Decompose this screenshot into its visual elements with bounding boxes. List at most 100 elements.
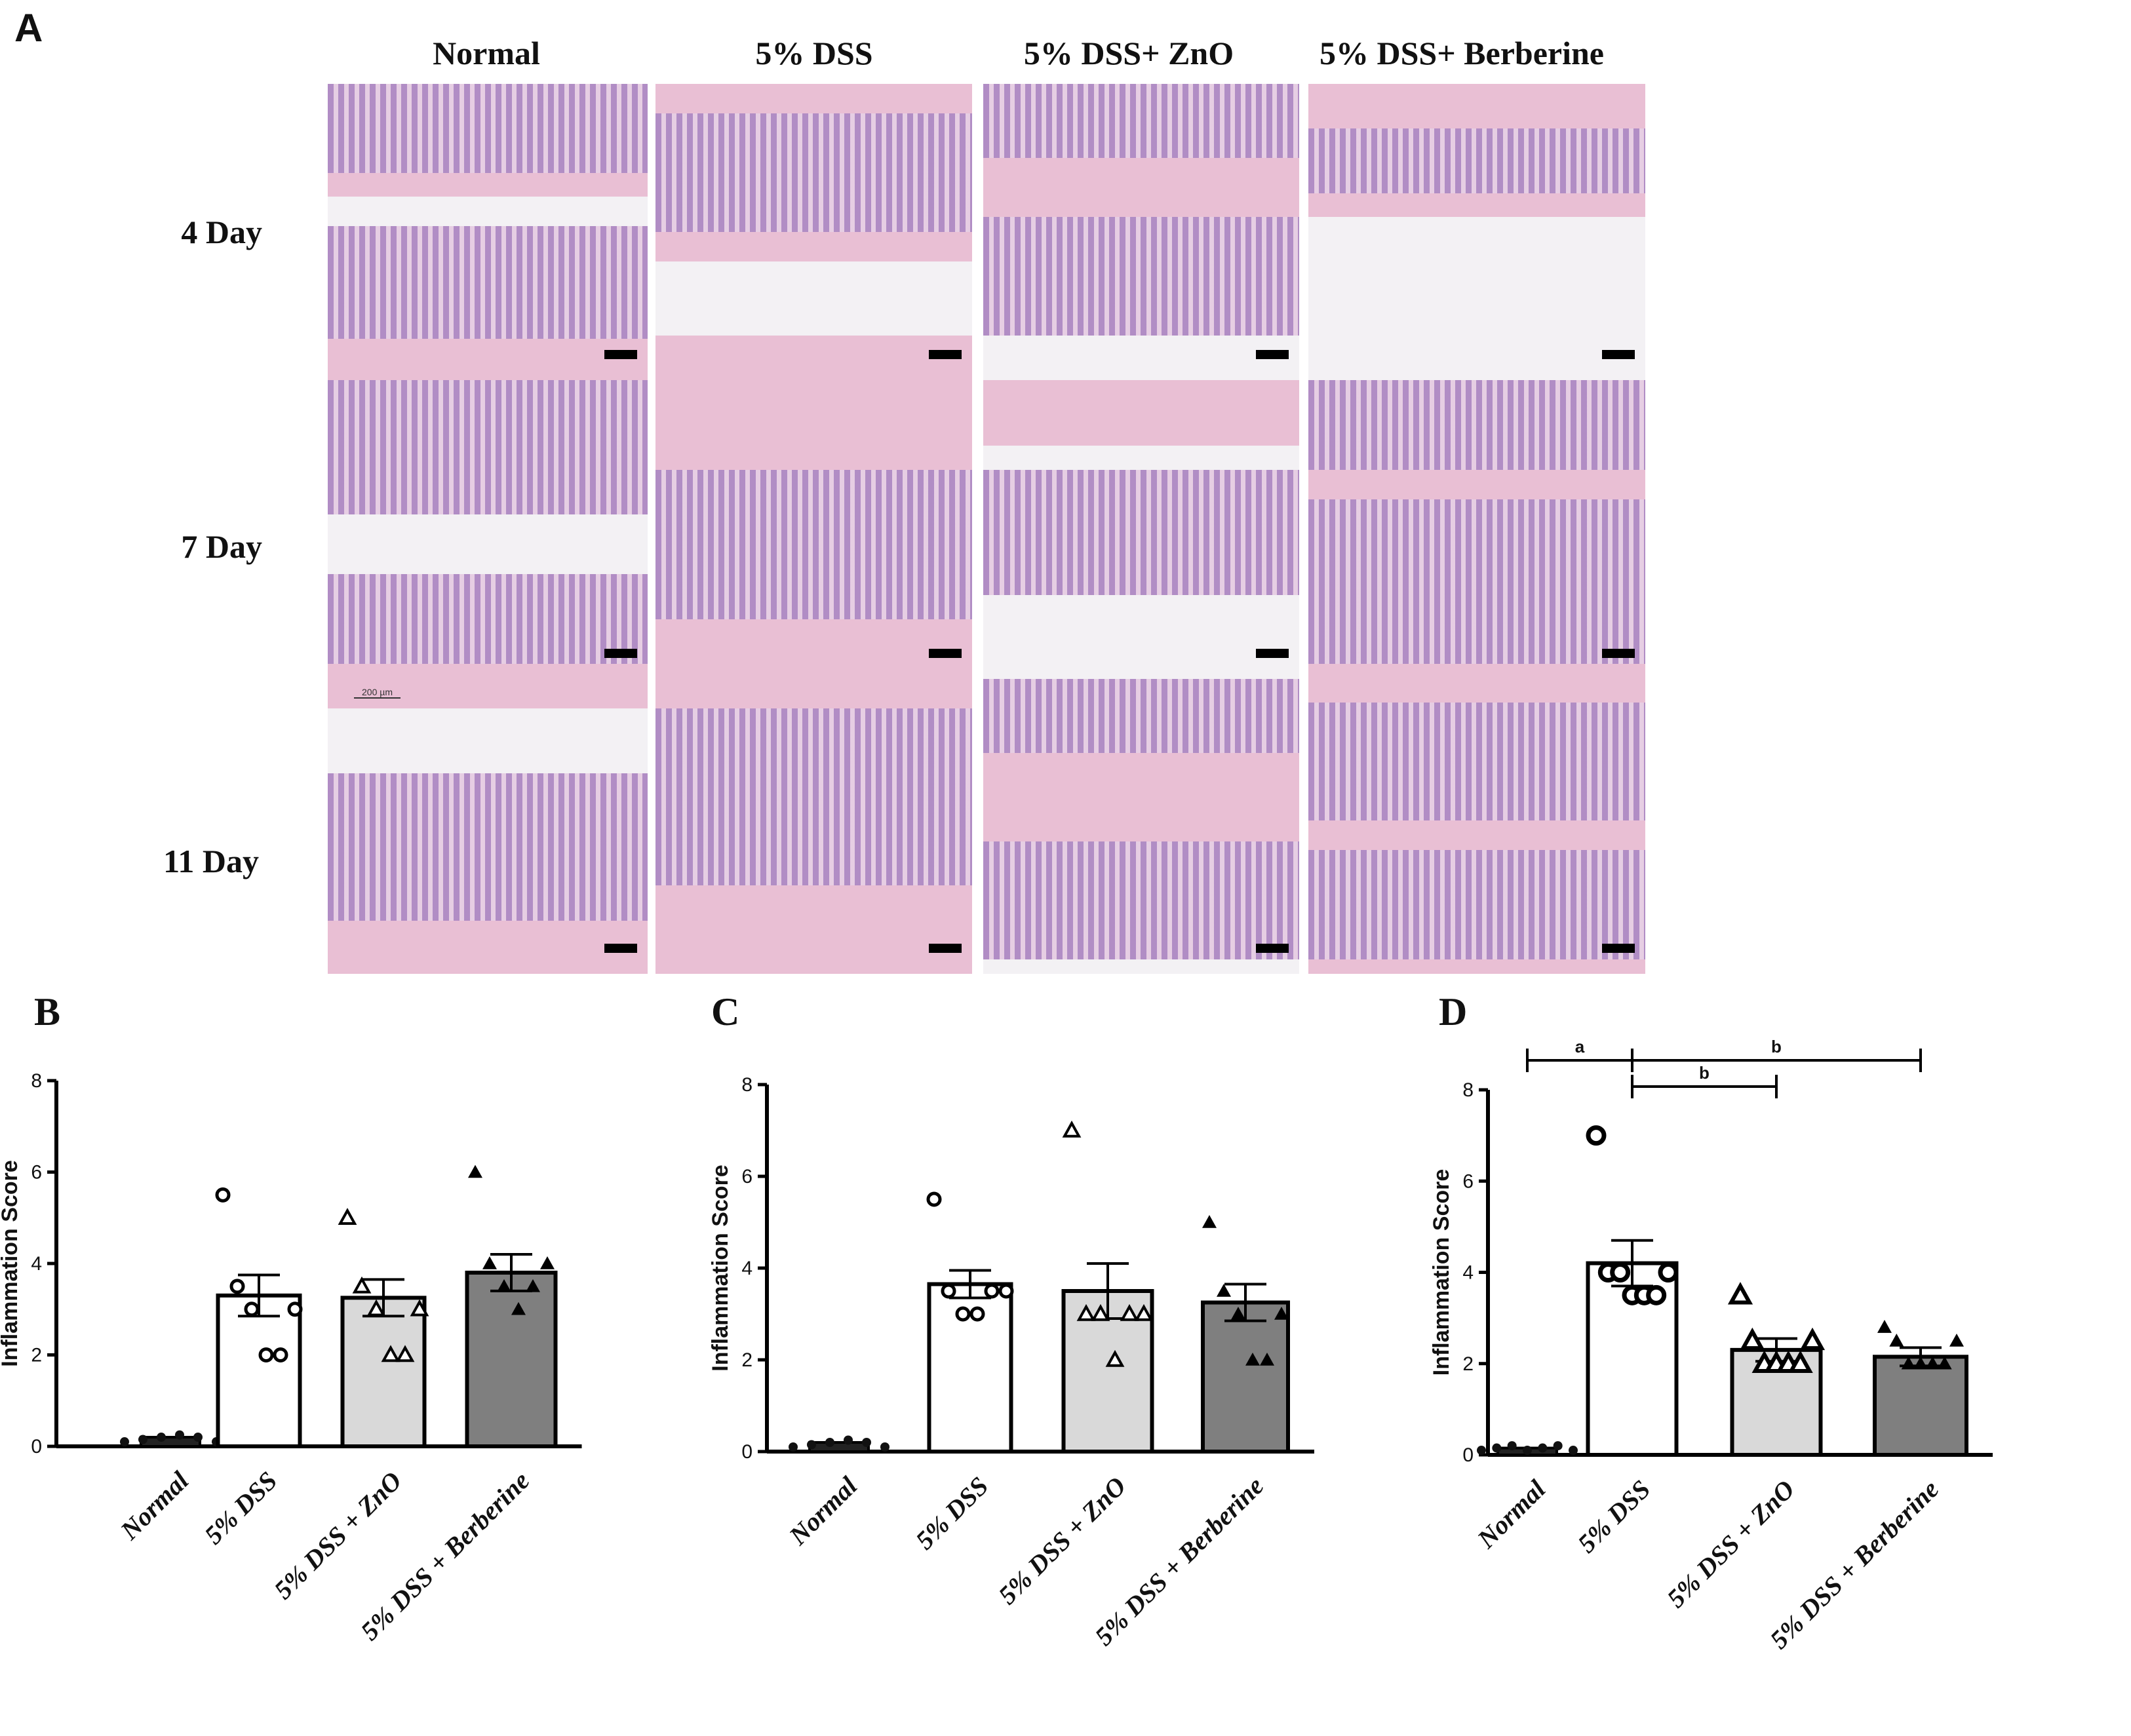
data-point	[1492, 1443, 1502, 1453]
data-point	[482, 1256, 497, 1269]
tissue-layer	[983, 380, 1299, 446]
scale-bar	[929, 350, 962, 359]
tissue-layer	[983, 336, 1299, 380]
tissue-layer	[983, 959, 1299, 974]
bar	[1201, 1300, 1290, 1454]
panel-c-label: C	[711, 990, 740, 1033]
x-tick-label: Normal	[1471, 1474, 1552, 1554]
data-point	[1740, 1327, 1765, 1351]
data-point	[969, 1306, 985, 1322]
tissue-layer	[983, 446, 1299, 470]
data-point	[807, 1440, 816, 1450]
data-point	[1610, 1262, 1631, 1283]
histology-image-1-2	[328, 380, 648, 679]
data-point	[1788, 1350, 1813, 1373]
y-axis-title: Inflammation Score	[1429, 1169, 1454, 1376]
y-tick-label: 6	[741, 1166, 753, 1187]
data-point	[1727, 1282, 1753, 1305]
data-point	[157, 1433, 166, 1442]
y-tick-label: 6	[1462, 1170, 1474, 1192]
significance-label: b	[1699, 1063, 1710, 1083]
tissue-layer	[1308, 193, 1645, 218]
tissue-layer	[328, 773, 648, 921]
row-header-11-day: 11 Day	[163, 843, 259, 879]
panel-d-label: D	[1439, 990, 1468, 1033]
data-point	[497, 1279, 511, 1292]
data-point	[941, 1283, 956, 1299]
tissue-layer	[1308, 380, 1645, 470]
y-axis-title: Inflammation Score	[708, 1165, 733, 1372]
data-point	[1877, 1320, 1892, 1333]
row-header-4-day: 4 Day	[181, 214, 262, 250]
data-point	[273, 1347, 288, 1362]
data-point	[540, 1256, 555, 1269]
data-point	[1217, 1284, 1231, 1297]
tissue-layer	[1308, 703, 1645, 820]
tissue-layer	[328, 338, 648, 380]
bar	[465, 1270, 558, 1448]
data-point	[1134, 1303, 1154, 1321]
x-tick-label: 5% DSS + ZnO	[1661, 1475, 1800, 1613]
tissue-layer	[1308, 217, 1645, 380]
tissue-layer	[1308, 850, 1645, 959]
data-point	[862, 1438, 871, 1447]
scale-bar	[929, 649, 962, 658]
tissue-layer	[328, 225, 648, 339]
data-point	[1937, 1356, 1952, 1370]
data-point	[1260, 1353, 1274, 1366]
data-point	[215, 1187, 231, 1203]
y-tick-label: 2	[741, 1349, 753, 1371]
tissue-layer	[328, 514, 648, 575]
data-point	[1477, 1446, 1486, 1456]
data-point	[1538, 1443, 1548, 1453]
data-point	[526, 1279, 540, 1292]
data-point	[1105, 1349, 1125, 1367]
data-point	[338, 1208, 357, 1225]
tissue-layer	[983, 84, 1299, 158]
tissue-layer	[328, 84, 648, 173]
data-point	[410, 1299, 429, 1317]
y-tick-label: 8	[1462, 1079, 1474, 1101]
y-tick-label: 2	[31, 1345, 42, 1366]
tissue-layer	[1308, 499, 1645, 665]
histology-image-4-3	[1308, 679, 1645, 974]
data-point	[1901, 1356, 1916, 1370]
data-point	[1062, 1120, 1082, 1138]
histology-image-2-1	[655, 84, 972, 380]
data-point	[1274, 1307, 1289, 1320]
column-header-normal: Normal	[433, 35, 540, 71]
significance-label: a	[1575, 1037, 1585, 1056]
data-point	[955, 1306, 971, 1322]
tissue-layer	[983, 217, 1299, 336]
data-point	[287, 1302, 303, 1317]
scale-bar	[1602, 649, 1635, 658]
data-point	[381, 1345, 401, 1362]
scale-bar	[1256, 649, 1289, 658]
x-tick-label: Normal	[114, 1465, 195, 1546]
histology-image-3-1	[983, 84, 1299, 380]
tissue-layer	[328, 664, 648, 679]
data-point	[789, 1442, 798, 1452]
tissue-layer	[983, 158, 1299, 218]
data-point	[1507, 1441, 1517, 1451]
scale-bar	[1602, 350, 1635, 359]
data-point	[844, 1435, 853, 1445]
data-point	[229, 1279, 245, 1294]
x-tick-label: 5% DSS + ZnO	[268, 1466, 407, 1605]
panel-a-label: A	[14, 6, 43, 50]
data-point	[1523, 1446, 1532, 1456]
data-point	[1646, 1284, 1667, 1305]
data-point	[1202, 1215, 1217, 1228]
histology-image-4-1	[1308, 84, 1645, 380]
y-tick-label: 0	[1462, 1444, 1474, 1466]
histology-image-3-2	[983, 380, 1299, 679]
scale-bar	[1602, 944, 1635, 953]
data-point	[1569, 1446, 1578, 1456]
x-tick-label: 5% DSS + ZnO	[992, 1471, 1131, 1610]
data-point	[984, 1283, 1000, 1299]
tissue-layer	[328, 574, 648, 665]
x-tick-label: 5% DSS	[199, 1466, 283, 1550]
data-point	[1091, 1303, 1110, 1321]
data-point	[352, 1276, 372, 1294]
